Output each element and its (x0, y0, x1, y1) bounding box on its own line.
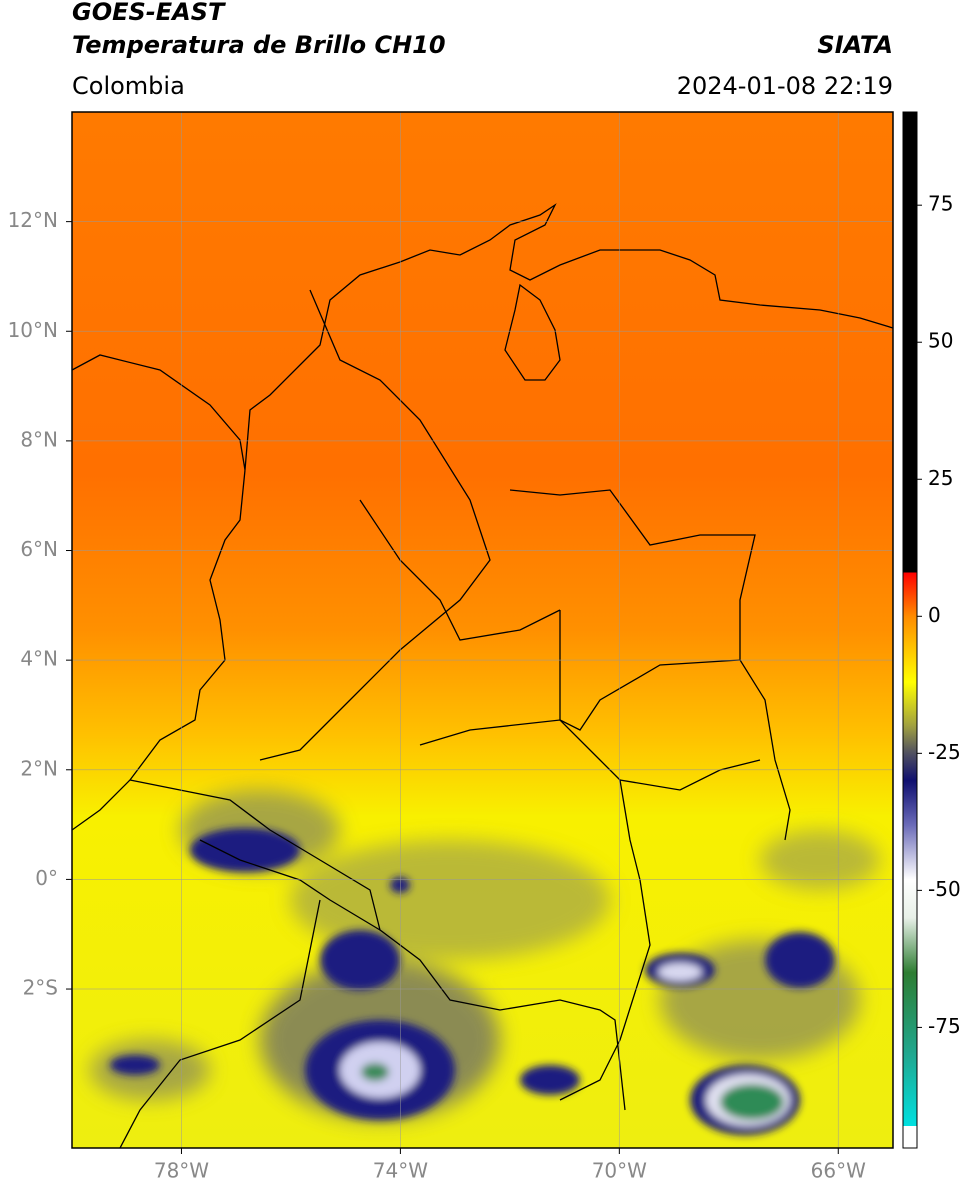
colorbar-label: -25 (928, 740, 961, 764)
x-tick-label: 78°W (154, 1159, 209, 1183)
colorbar-label: 0 (928, 603, 941, 627)
y-tick-label: 6°N (20, 537, 58, 561)
datetime: 2024-01-08 22:19 (677, 72, 893, 100)
colorbar-label: -50 (928, 877, 961, 901)
grid (72, 112, 893, 1148)
y-tick-label: 8°N (20, 427, 58, 451)
subtitle: Temperatura de Brillo CH10 (72, 31, 446, 59)
x-tick-label: 74°W (373, 1159, 428, 1183)
y-tick-label: 4°N (20, 647, 58, 671)
x-tick-label: 70°W (592, 1159, 647, 1183)
colorbar (902, 111, 918, 1149)
colorbar-label: 25 (928, 466, 953, 490)
colorbar-label: 75 (928, 192, 953, 216)
y-tick-label: 2°N (20, 756, 58, 780)
y-tick-label: 2°S (23, 976, 58, 1000)
y-tick-label: 12°N (8, 208, 58, 232)
x-tick-label: 66°W (811, 1159, 866, 1183)
source: SIATA (817, 31, 893, 59)
colorbar-label: 50 (928, 329, 953, 353)
map-frame (71, 111, 894, 1149)
colorbar-label: -75 (928, 1014, 961, 1038)
y-tick-label: 0° (35, 866, 58, 890)
y-tick-label: 10°N (8, 318, 58, 342)
title: GOES-EAST (72, 0, 226, 26)
satellite-image (72, 112, 893, 1148)
region: Colombia (72, 72, 185, 100)
